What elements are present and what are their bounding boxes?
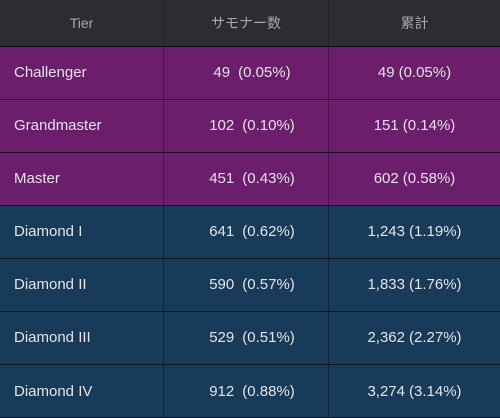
tier-name: Diamond III bbox=[14, 329, 91, 347]
table-row: Diamond IV 912 (0.88%) 3,274 (3.14%) bbox=[0, 364, 500, 418]
tier-name: Diamond I bbox=[14, 223, 83, 241]
summoner-percent: (0.62%) bbox=[242, 223, 295, 241]
cumulative-count: 151 bbox=[373, 117, 399, 135]
cumulative-count: 49 bbox=[377, 64, 395, 82]
cumulative-count: 602 bbox=[373, 170, 399, 188]
cumulative-percent: (1.76%) bbox=[409, 276, 462, 294]
summoner-percent: (0.05%) bbox=[238, 64, 291, 82]
cumulative-cell: 602 (0.58%) bbox=[328, 152, 500, 205]
cumulative-cell: 2,362 (2.27%) bbox=[328, 311, 500, 364]
cumulative-count: 3,274 bbox=[367, 382, 405, 400]
table-row: Master 451 (0.43%) 602 (0.58%) bbox=[0, 152, 500, 206]
tier-name: Diamond IV bbox=[14, 382, 93, 400]
summoner-percent: (0.88%) bbox=[242, 382, 295, 400]
summoner-count: 102 bbox=[209, 117, 235, 135]
tier-name: Master bbox=[14, 170, 60, 188]
summoner-count-cell: 590 (0.57%) bbox=[163, 258, 328, 311]
table-row: Diamond II 590 (0.57%) 1,833 (1.76%) bbox=[0, 258, 500, 312]
cumulative-cell: 1,833 (1.76%) bbox=[328, 258, 500, 311]
summoner-percent: (0.51%) bbox=[242, 329, 295, 347]
summoner-count-cell: 102 (0.10%) bbox=[163, 99, 328, 152]
table-row: Grandmaster 102 (0.10%) 151 (0.14%) bbox=[0, 99, 500, 153]
summoner-count: 529 bbox=[209, 329, 235, 347]
cumulative-percent: (0.58%) bbox=[402, 170, 456, 188]
cumulative-cell: 1,243 (1.19%) bbox=[328, 205, 500, 258]
summoner-percent: (0.57%) bbox=[242, 276, 295, 294]
table-row: Diamond I 641 (0.62%) 1,243 (1.19%) bbox=[0, 205, 500, 259]
cumulative-count: 1,243 bbox=[367, 223, 405, 241]
header-summoners: サモナー数 bbox=[163, 0, 328, 46]
tier-name: Diamond II bbox=[14, 276, 87, 294]
cumulative-cell: 151 (0.14%) bbox=[328, 99, 500, 152]
tier-name: Challenger bbox=[14, 64, 87, 82]
summoner-count: 912 bbox=[209, 382, 235, 400]
cumulative-cell: 3,274 (3.14%) bbox=[328, 364, 500, 418]
table-row: Diamond III 529 (0.51%) 2,362 (2.27%) bbox=[0, 311, 500, 365]
cumulative-count: 1,833 bbox=[367, 276, 405, 294]
summoner-count-cell: 529 (0.51%) bbox=[163, 311, 328, 364]
cumulative-percent: (1.19%) bbox=[409, 223, 462, 241]
header-tier: Tier bbox=[69, 14, 94, 31]
cumulative-percent: (3.14%) bbox=[409, 382, 462, 400]
summoner-percent: (0.10%) bbox=[242, 117, 295, 135]
summoner-count: 451 bbox=[209, 170, 235, 188]
summoner-count: 49 bbox=[213, 64, 231, 82]
tier-name: Grandmaster bbox=[14, 117, 102, 135]
cumulative-count: 2,362 bbox=[367, 329, 405, 347]
cumulative-cell: 49 (0.05%) bbox=[328, 46, 500, 99]
summoner-count-cell: 912 (0.88%) bbox=[163, 364, 328, 418]
summoner-count-cell: 49 (0.05%) bbox=[163, 46, 328, 99]
summoner-count-cell: 451 (0.43%) bbox=[163, 152, 328, 205]
summoner-count-cell: 641 (0.62%) bbox=[163, 205, 328, 258]
summoner-count: 641 bbox=[209, 223, 235, 241]
cumulative-percent: (2.27%) bbox=[409, 329, 462, 347]
summoner-count: 590 bbox=[209, 276, 235, 294]
table-header: Tier サモナー数 累計 bbox=[0, 0, 500, 47]
cumulative-percent: (0.05%) bbox=[398, 64, 452, 82]
cumulative-percent: (0.14%) bbox=[402, 117, 456, 135]
summoner-percent: (0.43%) bbox=[242, 170, 295, 188]
table-row: Challenger 49 (0.05%) 49 (0.05%) bbox=[0, 46, 500, 100]
header-cumulative: 累計 bbox=[328, 0, 500, 46]
